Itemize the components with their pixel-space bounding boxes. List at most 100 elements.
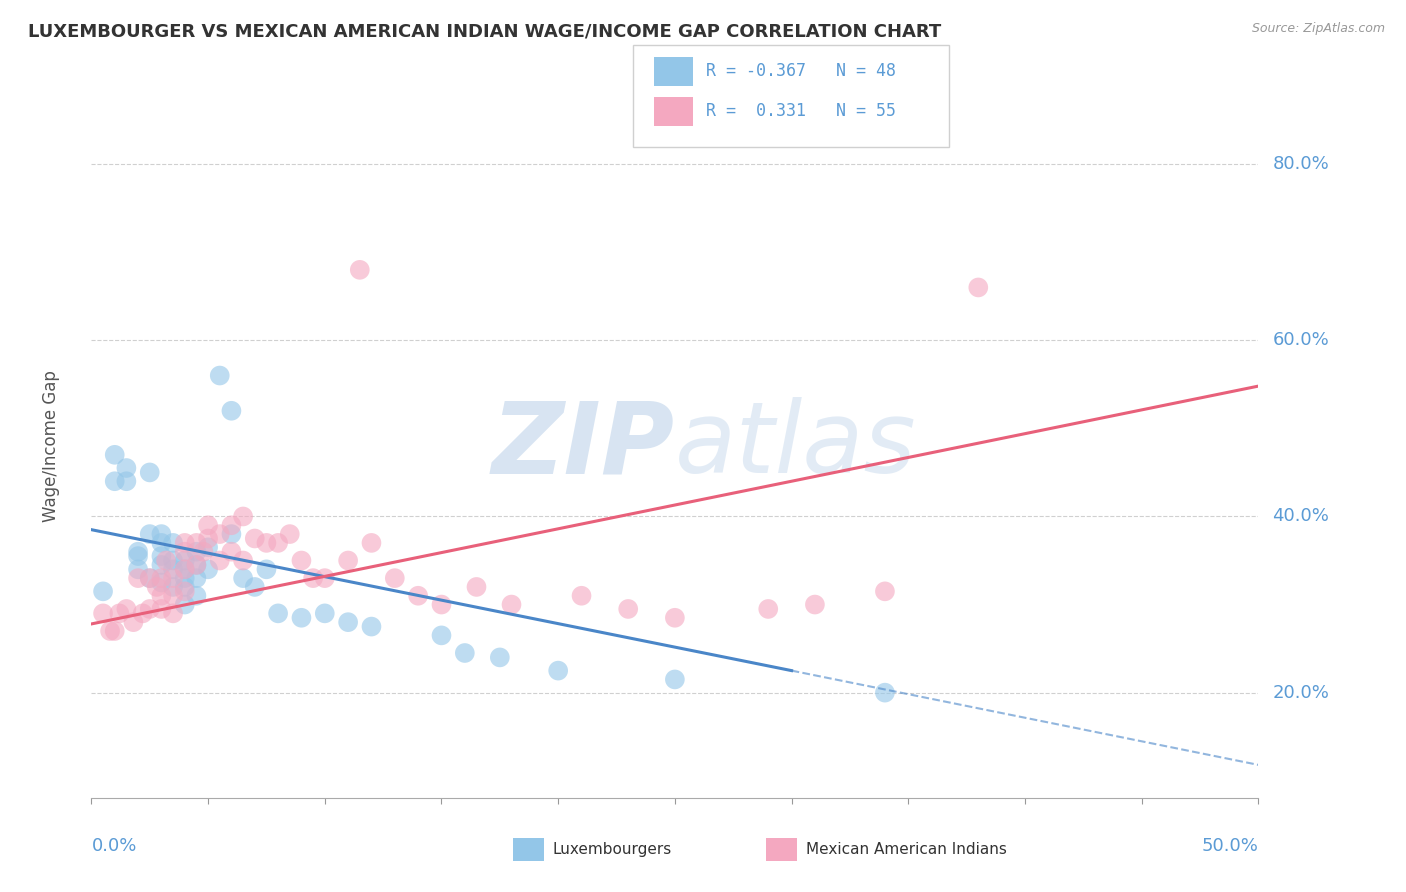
Point xyxy=(256,562,278,576)
Point xyxy=(173,544,195,558)
Point xyxy=(162,607,184,621)
Point xyxy=(873,584,896,599)
Point xyxy=(256,536,278,550)
Point xyxy=(208,553,231,567)
Point xyxy=(360,619,382,633)
Point xyxy=(197,562,219,576)
Point xyxy=(349,262,371,277)
Text: R = -0.367   N = 48: R = -0.367 N = 48 xyxy=(706,62,896,80)
Point xyxy=(197,532,219,546)
Point xyxy=(138,571,162,585)
Point xyxy=(162,553,184,567)
Point xyxy=(150,602,173,616)
Point xyxy=(290,553,312,567)
Point xyxy=(186,571,208,585)
Point xyxy=(155,553,177,567)
Point xyxy=(122,615,145,630)
Point xyxy=(267,607,290,621)
Point xyxy=(150,536,173,550)
Text: 50.0%: 50.0% xyxy=(1202,837,1258,855)
Point xyxy=(186,544,208,558)
Point xyxy=(186,536,208,550)
Point xyxy=(664,673,686,687)
Text: 0.0%: 0.0% xyxy=(91,837,136,855)
Point xyxy=(193,544,215,558)
Point xyxy=(115,602,138,616)
Point xyxy=(150,527,173,541)
Point xyxy=(501,598,523,612)
Point xyxy=(150,575,173,590)
Point xyxy=(173,598,195,612)
Point xyxy=(173,553,195,567)
Point xyxy=(186,558,208,572)
Point xyxy=(465,580,488,594)
Point xyxy=(138,466,162,480)
Point xyxy=(162,536,184,550)
Point xyxy=(138,602,162,616)
Point xyxy=(208,368,231,383)
Point xyxy=(232,553,254,567)
Point xyxy=(489,650,512,665)
Point xyxy=(104,474,127,488)
Point xyxy=(173,562,195,576)
Point xyxy=(314,571,336,585)
Text: R =  0.331   N = 55: R = 0.331 N = 55 xyxy=(706,103,896,120)
Point xyxy=(91,607,114,621)
Point xyxy=(138,527,162,541)
Point xyxy=(232,509,254,524)
Point xyxy=(406,589,429,603)
Point xyxy=(138,571,162,585)
Point xyxy=(173,584,195,599)
Point xyxy=(302,571,325,585)
Point xyxy=(454,646,477,660)
Point xyxy=(243,532,266,546)
Point xyxy=(664,611,686,625)
Text: atlas: atlas xyxy=(675,398,917,494)
Point xyxy=(150,549,173,563)
Point xyxy=(314,607,336,621)
Point xyxy=(430,628,453,642)
Point xyxy=(91,584,114,599)
Point xyxy=(127,544,149,558)
Point xyxy=(430,598,453,612)
Point xyxy=(360,536,382,550)
Point xyxy=(278,527,301,541)
Point xyxy=(150,589,173,603)
Point xyxy=(267,536,290,550)
Text: 60.0%: 60.0% xyxy=(1272,331,1329,350)
Point xyxy=(617,602,640,616)
Point xyxy=(132,607,155,621)
Point xyxy=(115,474,138,488)
Point xyxy=(337,615,360,630)
Point xyxy=(186,558,208,572)
Point xyxy=(221,544,243,558)
Point xyxy=(150,558,173,572)
Point xyxy=(108,607,131,621)
Text: Wage/Income Gap: Wage/Income Gap xyxy=(42,370,59,522)
Text: Source: ZipAtlas.com: Source: ZipAtlas.com xyxy=(1251,22,1385,36)
Point xyxy=(197,541,219,555)
Point xyxy=(162,562,184,576)
Point xyxy=(127,549,149,563)
Point xyxy=(290,611,312,625)
Text: 40.0%: 40.0% xyxy=(1272,508,1329,525)
Point xyxy=(547,664,569,678)
Point xyxy=(104,624,127,638)
Point xyxy=(756,602,779,616)
Text: 80.0%: 80.0% xyxy=(1272,155,1329,173)
Point xyxy=(162,571,184,585)
Point xyxy=(150,571,173,585)
Point xyxy=(186,589,208,603)
Text: LUXEMBOURGER VS MEXICAN AMERICAN INDIAN WAGE/INCOME GAP CORRELATION CHART: LUXEMBOURGER VS MEXICAN AMERICAN INDIAN … xyxy=(28,22,942,40)
Point xyxy=(173,562,195,576)
Point xyxy=(804,598,827,612)
Point xyxy=(571,589,593,603)
Point xyxy=(127,562,149,576)
Point xyxy=(104,448,127,462)
Text: 20.0%: 20.0% xyxy=(1272,683,1329,702)
Point xyxy=(243,580,266,594)
Point xyxy=(384,571,406,585)
Point xyxy=(173,580,195,594)
Point xyxy=(98,624,121,638)
Point xyxy=(221,527,243,541)
